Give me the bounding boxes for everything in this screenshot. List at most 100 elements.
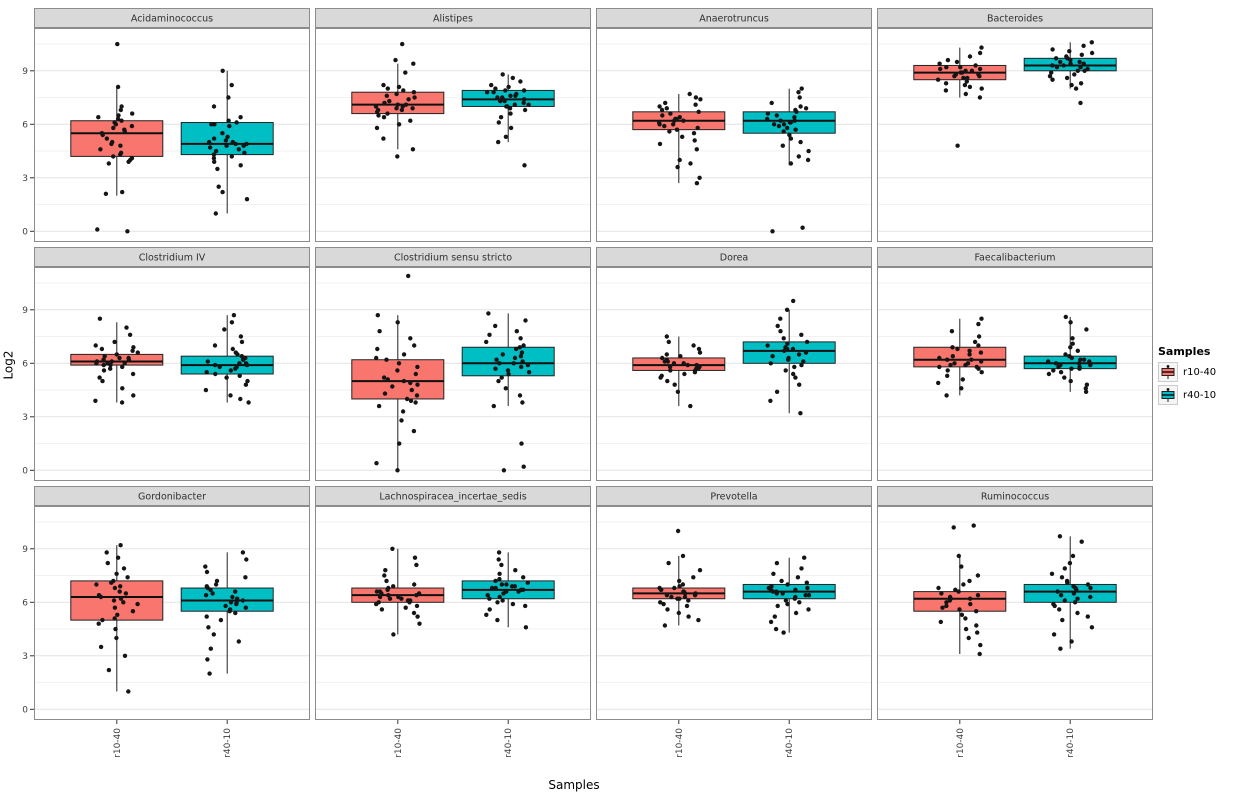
data-point <box>780 591 785 596</box>
data-point <box>495 600 500 605</box>
data-point <box>979 370 984 375</box>
legend-label: r40-10 <box>1183 389 1217 401</box>
data-point <box>521 464 526 469</box>
data-point <box>119 400 125 405</box>
data-point <box>115 612 120 617</box>
data-point <box>382 100 387 106</box>
data-point <box>125 229 130 234</box>
data-point <box>240 550 246 555</box>
data-point <box>657 141 663 147</box>
data-point <box>521 88 527 93</box>
data-point <box>963 616 968 621</box>
facet-strip <box>315 8 591 28</box>
data-point <box>414 562 419 568</box>
data-point <box>945 373 950 378</box>
facet-strip <box>34 8 310 28</box>
data-point <box>209 122 214 127</box>
data-point <box>960 377 965 382</box>
data-point <box>224 143 229 148</box>
data-point <box>498 98 503 104</box>
data-point <box>977 95 983 100</box>
data-point <box>228 393 233 398</box>
data-point <box>775 323 780 329</box>
data-point <box>793 375 798 380</box>
data-point <box>500 598 505 603</box>
data-point <box>486 311 491 316</box>
data-point <box>950 354 955 359</box>
data-point <box>104 550 109 555</box>
data-point <box>412 555 418 560</box>
data-point <box>936 380 941 386</box>
data-point <box>411 61 416 66</box>
data-point <box>796 154 801 159</box>
data-point <box>234 120 239 125</box>
data-point <box>694 181 700 186</box>
data-point <box>499 375 504 380</box>
data-point <box>228 368 233 373</box>
data-point <box>227 609 232 614</box>
data-point <box>384 357 389 362</box>
data-point <box>791 371 796 377</box>
facet-panel: Dorea <box>596 247 872 481</box>
facet-panel: Alistipes <box>315 8 591 242</box>
legend: Samples r10-40 r40-10 <box>1158 345 1216 408</box>
data-point <box>374 589 380 594</box>
data-point <box>945 57 951 63</box>
data-point <box>792 115 797 120</box>
facet-panel: Ruminococcus r10-40 r40-10 <box>877 486 1153 758</box>
data-point <box>974 623 979 628</box>
data-point <box>976 321 981 327</box>
data-point <box>501 468 507 473</box>
data-point <box>979 316 984 321</box>
data-point <box>500 352 505 357</box>
data-point <box>978 350 984 355</box>
data-point <box>244 197 250 202</box>
data-point <box>659 107 665 113</box>
data-point <box>396 122 402 127</box>
data-point <box>677 115 682 120</box>
data-point <box>1069 366 1074 371</box>
data-point <box>118 543 123 548</box>
data-point <box>385 587 390 592</box>
data-point <box>682 371 687 377</box>
x-tick-label: r40-10 <box>223 728 233 758</box>
y-tick-label: 3 <box>22 174 28 184</box>
data-point <box>111 125 116 131</box>
data-point <box>379 607 385 612</box>
data-point <box>109 580 114 585</box>
data-point <box>773 626 779 632</box>
data-point <box>1049 70 1054 75</box>
data-point <box>206 625 211 630</box>
data-point <box>935 77 941 82</box>
data-point <box>497 571 502 576</box>
box-r10-40 <box>351 359 445 400</box>
data-point <box>205 657 210 662</box>
data-point <box>794 109 799 115</box>
data-point <box>120 189 125 195</box>
data-point <box>520 400 525 405</box>
legend-label: r10-40 <box>1183 366 1217 378</box>
data-point <box>126 357 132 362</box>
data-point <box>675 389 681 394</box>
data-point <box>395 468 400 473</box>
data-point <box>508 125 514 131</box>
data-point <box>236 147 241 152</box>
data-point <box>105 560 111 566</box>
data-point <box>1079 539 1084 544</box>
data-point <box>375 109 380 115</box>
data-point <box>519 350 525 355</box>
data-point <box>950 345 955 350</box>
data-point <box>1075 596 1080 601</box>
data-point <box>957 607 962 612</box>
data-point <box>806 593 812 598</box>
data-point <box>513 93 518 99</box>
box-r40-10 <box>742 341 836 364</box>
y-tick-label: 3 <box>22 413 28 423</box>
y-tick-label: 6 <box>22 359 28 369</box>
y-tick-label: 9 <box>22 306 28 316</box>
data-point <box>231 313 237 318</box>
data-point <box>803 593 808 598</box>
data-point <box>967 348 972 353</box>
data-point <box>964 79 969 84</box>
data-point <box>976 343 981 348</box>
